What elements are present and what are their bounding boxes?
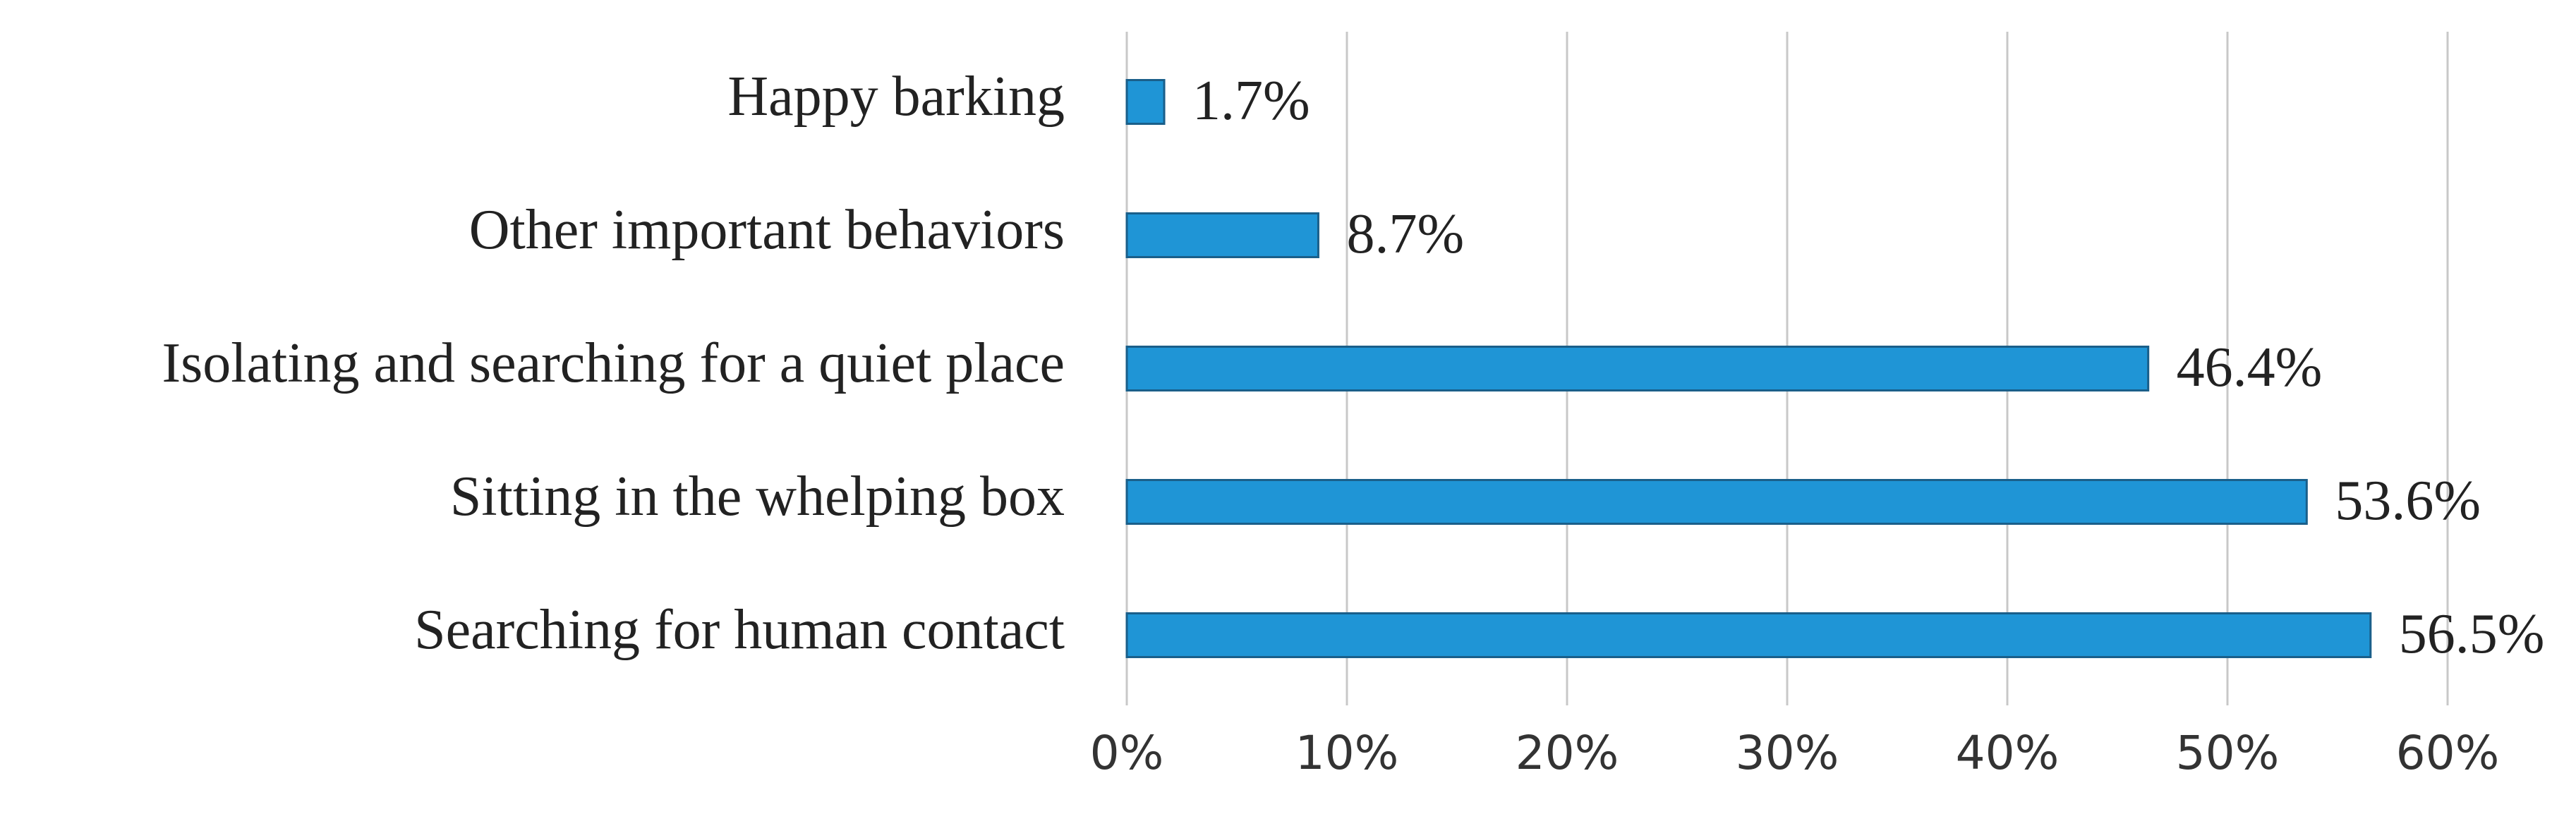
- value-label: 1.7%: [1192, 70, 1310, 132]
- bar: [1125, 479, 2308, 525]
- x-tick-label: 30%: [1736, 726, 1839, 780]
- bar: [1125, 79, 1166, 125]
- x-tick-label: 50%: [2176, 726, 2280, 780]
- bar: [1125, 612, 2372, 658]
- value-label: 8.7%: [1346, 203, 1464, 265]
- x-tick-label: 20%: [1516, 726, 1619, 780]
- category-label: Searching for human contact: [414, 599, 1065, 661]
- value-label: 46.4%: [2177, 336, 2323, 399]
- x-tick-label: 60%: [2396, 726, 2500, 780]
- x-tick-label: 0%: [1090, 726, 1164, 780]
- bar: [1125, 346, 2150, 391]
- category-label: Sitting in the whelping box: [450, 466, 1065, 528]
- x-tick-label: 40%: [1956, 726, 2060, 780]
- category-label: Other important behaviors: [469, 199, 1065, 261]
- value-label: 56.5%: [2399, 603, 2545, 665]
- x-tick-label: 10%: [1295, 726, 1399, 780]
- category-label: Happy barking: [727, 66, 1065, 128]
- bar: [1125, 212, 1319, 258]
- category-label: Isolating and searching for a quiet plac…: [162, 332, 1065, 394]
- value-label: 53.6%: [2335, 470, 2481, 532]
